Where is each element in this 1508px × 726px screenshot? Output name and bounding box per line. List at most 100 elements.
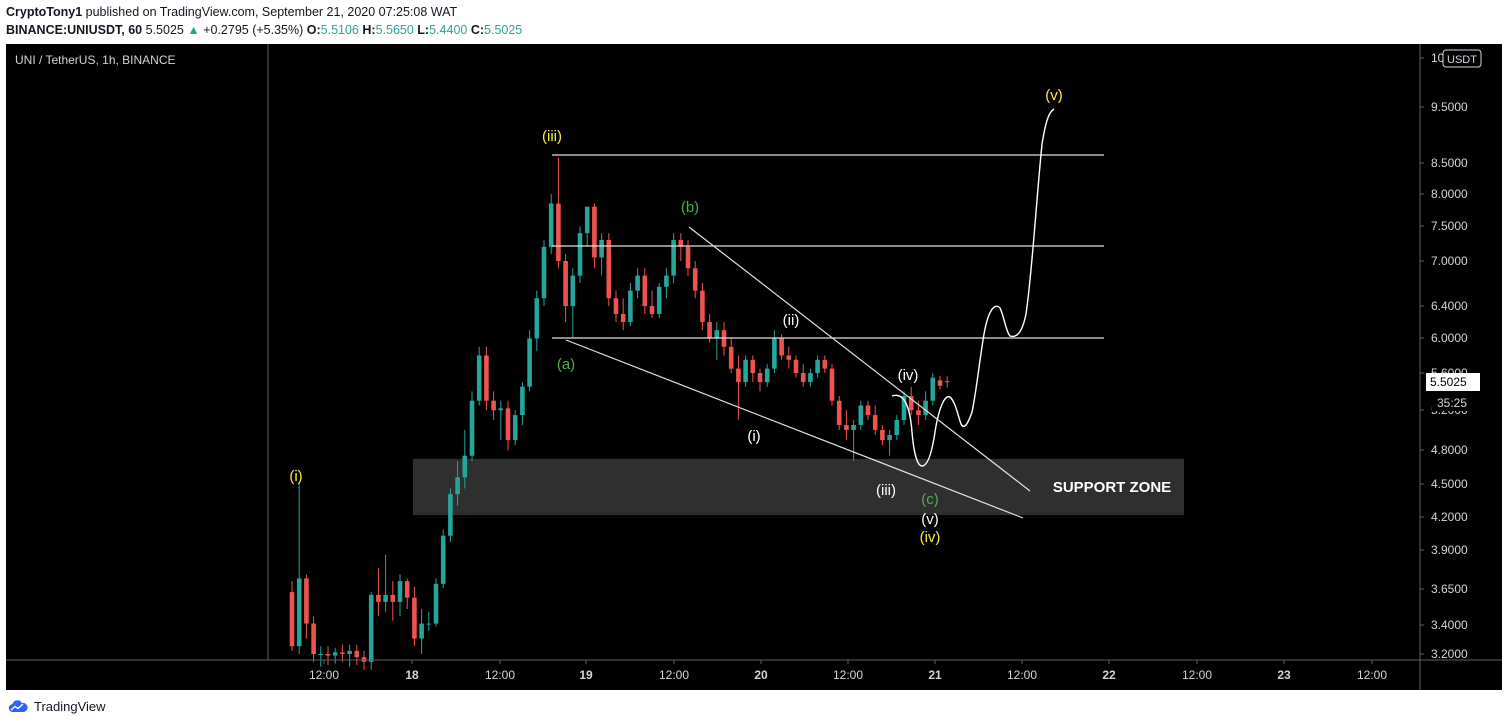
candle-body — [484, 355, 489, 401]
candle-body — [764, 368, 770, 383]
last-price: 5.5025 — [145, 23, 184, 37]
chart-area[interactable]: SUPPORT ZONE (i) (iii) (a) (b) (ii) (i) (iv) (i… — [6, 44, 1502, 690]
candle-body — [563, 261, 568, 307]
support-zone-label: SUPPORT ZONE — [1053, 479, 1171, 496]
candle-body — [491, 400, 496, 411]
candle — [664, 268, 669, 299]
candle-body — [808, 373, 813, 383]
time-tick-label: 12:00 — [1182, 668, 1212, 682]
wave-label[interactable]: (b) — [681, 199, 699, 216]
candle-body — [325, 654, 331, 656]
publish-date: published on TradingView.com, September … — [82, 5, 458, 19]
candle — [800, 364, 806, 387]
candle-body — [786, 355, 792, 360]
wave-label[interactable]: (ii) — [783, 312, 800, 329]
candle — [808, 368, 813, 387]
price-tick-label: 8.0000 — [1431, 187, 1468, 201]
high-label: H: — [362, 23, 376, 37]
open-value: 5.5106 — [320, 23, 359, 37]
candle-body — [512, 415, 518, 441]
candle-body — [923, 400, 928, 416]
candle — [491, 391, 496, 421]
candle — [822, 355, 828, 374]
wave-label[interactable]: (c) — [921, 491, 939, 508]
candle — [642, 268, 648, 314]
price-tick-label: 3.4000 — [1431, 618, 1468, 632]
candle-body — [779, 338, 784, 356]
price-chart[interactable]: SUPPORT ZONE (i) (iii) (a) (b) (ii) (i) (iv) (i… — [6, 44, 1502, 690]
candle — [829, 364, 835, 406]
wave-label[interactable]: (iii) — [876, 482, 896, 499]
wave-label[interactable]: (iv) — [898, 367, 919, 384]
wave-label[interactable]: (iii) — [542, 128, 562, 145]
candle-body — [901, 395, 907, 421]
candle-body — [880, 429, 885, 441]
tradingview-cloud-icon — [8, 700, 28, 712]
candle — [786, 346, 792, 369]
candle — [764, 364, 770, 387]
candle — [944, 376, 950, 388]
candle — [448, 488, 453, 542]
wave-label[interactable]: (iv) — [920, 529, 941, 546]
candle-body — [656, 286, 662, 314]
currency-badge-box[interactable] — [1442, 49, 1482, 68]
candle-body — [815, 359, 820, 374]
candle-body — [311, 623, 316, 654]
candle-body — [822, 359, 828, 369]
author-name[interactable]: CryptoTony1 — [6, 5, 83, 19]
candle — [289, 581, 295, 651]
candle — [462, 429, 468, 489]
time-tick-label: 21 — [928, 668, 942, 682]
candle-body — [642, 275, 648, 307]
candle — [894, 415, 900, 441]
candle — [750, 355, 756, 383]
candle-body — [498, 408, 504, 411]
candle — [476, 346, 482, 406]
price-tick-label: 8.5000 — [1431, 156, 1468, 170]
candle — [498, 400, 504, 441]
wave-label[interactable]: (v) — [1045, 87, 1063, 104]
candle-body — [548, 203, 554, 247]
wave-label[interactable]: (a) — [557, 356, 575, 373]
time-tick-label: 12:00 — [659, 668, 689, 682]
candle — [923, 391, 928, 421]
candle — [714, 321, 720, 360]
last-price-tag — [1426, 373, 1480, 391]
candle — [412, 586, 417, 647]
candle — [404, 578, 410, 610]
currency-badge[interactable]: USDT — [1447, 54, 1477, 66]
price-change: +0.2795 (+5.35%) — [203, 23, 304, 37]
projected-wave-path[interactable] — [891, 108, 1055, 467]
candle — [613, 290, 619, 322]
wedge-lower-line[interactable] — [565, 339, 1024, 519]
candle-body — [599, 239, 604, 258]
time-tick-label: 18 — [405, 668, 419, 682]
footer: TradingView — [0, 690, 1508, 726]
wave-label[interactable]: (i) — [289, 468, 302, 485]
candle — [383, 554, 388, 612]
candle-body — [736, 368, 741, 383]
candle-body — [685, 246, 691, 269]
time-axis[interactable]: 12:00 18 12:00 19 12:00 20 12:00 21 12:00 22 12:00… — [309, 660, 1387, 682]
candle-body — [390, 594, 396, 602]
wedge-upper-line[interactable] — [688, 226, 1031, 492]
candle-body — [606, 239, 612, 299]
price-axis[interactable]: 10 9.5000 8.5000 8.0000 7.5000 7.0000 6.4000 6.… — [1420, 51, 1468, 661]
candle — [426, 611, 432, 632]
candle-body — [671, 239, 676, 276]
candle — [836, 395, 842, 430]
candle-body — [433, 583, 439, 624]
tradingview-logo[interactable]: TradingView — [8, 699, 106, 714]
candle — [858, 400, 864, 430]
candle — [325, 646, 331, 666]
candle — [304, 574, 309, 639]
candle — [469, 391, 475, 462]
candle-body — [368, 594, 374, 662]
tradingview-brand[interactable]: TradingView — [34, 699, 106, 714]
wave-label[interactable]: (i) — [747, 428, 760, 445]
wave-label[interactable]: (v) — [921, 511, 939, 528]
candle-body — [944, 381, 950, 383]
low-value: 5.4400 — [429, 23, 468, 37]
support-zone-box[interactable] — [413, 458, 1184, 516]
candle-body — [728, 346, 734, 369]
